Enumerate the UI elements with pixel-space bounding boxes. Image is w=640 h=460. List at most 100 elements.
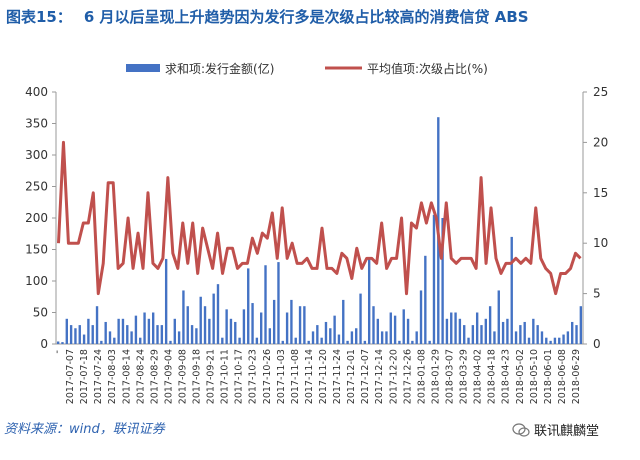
bar [56, 341, 60, 344]
bar [454, 312, 457, 344]
bar [190, 325, 194, 344]
x-tick-label: 2018-05-10 [529, 349, 540, 404]
brand-name: 联讯麒麟堂 [534, 424, 600, 439]
bar [74, 328, 77, 344]
bar [260, 312, 263, 344]
x-tick-label: 2017-08-24 [135, 349, 146, 404]
x-tick-label: 2017-09-04 [163, 349, 174, 404]
bar [186, 306, 189, 344]
bar [506, 318, 509, 344]
bar [549, 340, 552, 344]
bar [164, 258, 168, 344]
bar [216, 284, 220, 344]
x-tick-label: 2018-04-23 [501, 349, 512, 404]
legend: 求和项:发行金额(亿) 平均值项:次级占比(%) [126, 61, 488, 76]
bar [290, 299, 293, 344]
bar [389, 312, 392, 344]
x-tick-label: 2017-07-18 [79, 349, 90, 404]
bar [78, 325, 81, 344]
x-tick-label: 2017-10-26 [262, 349, 273, 404]
y-right-tick-label: 10 [593, 236, 608, 250]
bar [91, 325, 94, 344]
bar [441, 218, 444, 344]
bar [82, 334, 86, 344]
bar [566, 331, 570, 344]
bar [87, 318, 90, 344]
bar [203, 306, 207, 344]
bar [156, 325, 159, 344]
bar [212, 293, 215, 344]
bar [160, 325, 164, 344]
x-tick-label: 2017-10-11 [220, 349, 231, 404]
x-tick-label: 2018-04-02 [473, 349, 484, 404]
y-right-tick-label: 5 [593, 287, 601, 301]
bar [134, 315, 138, 344]
bar [432, 214, 436, 344]
bar [458, 318, 462, 344]
legend-label-line: 平均值项:次级占比(%) [367, 61, 488, 76]
bar [406, 318, 410, 344]
y-left-tick-label: 50 [33, 306, 48, 320]
bar [545, 337, 548, 344]
bar [152, 312, 155, 344]
bar [247, 268, 250, 344]
bar [540, 331, 544, 344]
bar [553, 337, 557, 344]
bar [523, 321, 526, 344]
y-left-tick-label: 300 [25, 148, 48, 162]
x-tick-label: 2018-06-08 [557, 349, 568, 404]
bar [61, 342, 64, 344]
y-left-tick-label: 350 [25, 117, 48, 131]
x-tick-label: 2017-07-24 [93, 349, 104, 404]
line-series [56, 140, 582, 296]
y-right-tick-label: 25 [593, 85, 608, 99]
bar [69, 325, 73, 344]
x-tick-label: 2017-11-20 [318, 349, 329, 404]
bar [493, 331, 496, 344]
legend-swatch-bar [126, 64, 160, 72]
bar [294, 337, 297, 344]
bar [342, 299, 345, 344]
y-right-tick-label: 0 [593, 337, 601, 351]
bar [130, 331, 133, 344]
bar [104, 321, 107, 344]
x-tick-label: 2017-11-08 [290, 349, 301, 404]
bar [562, 334, 565, 344]
y-left-tick-label: 400 [25, 85, 48, 99]
y-left-tick-label: 150 [25, 243, 48, 257]
chart-title: 图表15： 6 月以后呈现上升趋势因为发行多是次级占比较高的消费信贷 ABS [6, 6, 529, 27]
bar [393, 315, 397, 344]
bar [147, 318, 151, 344]
x-tick-label: 2017-10-23 [248, 349, 259, 404]
bar [307, 340, 310, 344]
bar [536, 325, 539, 344]
bar [108, 331, 112, 344]
bar [355, 328, 358, 344]
bar [229, 318, 233, 344]
bar [445, 318, 449, 344]
bar [225, 309, 228, 344]
x-tick-label: 2018-04-18 [487, 349, 498, 404]
bar [337, 334, 341, 344]
bar [571, 321, 574, 344]
bar [346, 340, 349, 344]
bar [251, 303, 254, 344]
x-tick-label: 2017-09-18 [192, 349, 203, 404]
x-tick-label: 2017-12-20 [388, 349, 399, 404]
bar [329, 328, 332, 344]
bar [65, 318, 68, 344]
bar [268, 328, 272, 344]
x-tick-label: 2018-06-01 [543, 349, 554, 404]
bar [350, 331, 354, 344]
bar [298, 306, 302, 344]
y-right-tick-label: 15 [593, 186, 608, 200]
bar [221, 337, 224, 344]
bar [471, 325, 475, 344]
x-tick-label: 2018-06-29 [571, 349, 582, 404]
bar [579, 306, 583, 344]
bar [285, 312, 289, 344]
x-tick-label: 2017-12-01 [346, 349, 357, 404]
x-tick-label: 2017-12-14 [374, 349, 385, 404]
y-left-tick-label: 0 [40, 337, 48, 351]
